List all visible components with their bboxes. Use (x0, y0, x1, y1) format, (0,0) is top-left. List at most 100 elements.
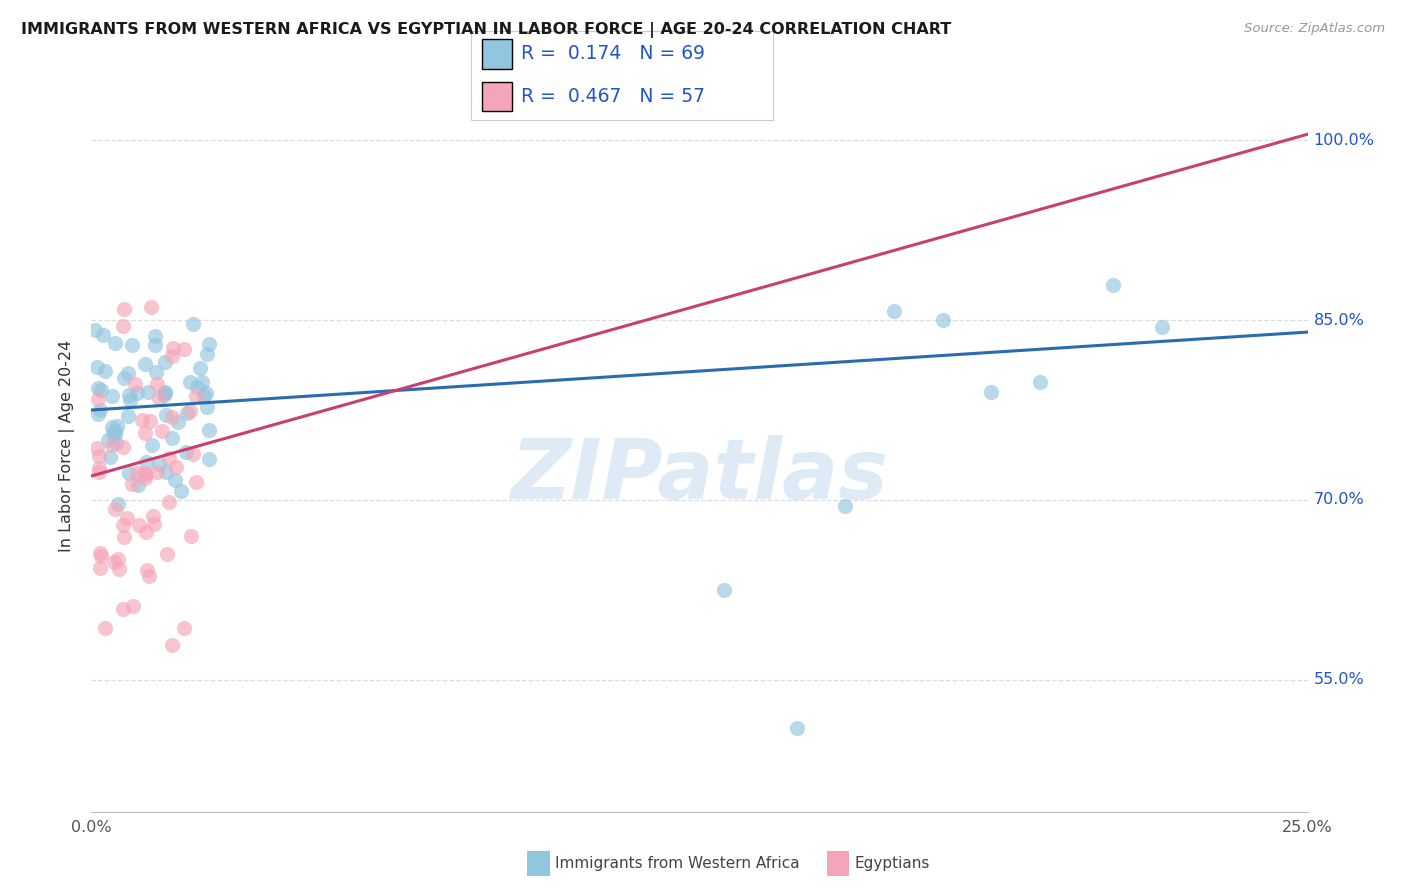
Point (194, 386, 217, 401)
Point (112, 517, 135, 532)
Point (87, 381, 110, 395)
Point (100, 389, 122, 403)
Point (87, 465, 110, 479)
Point (89, 561, 111, 575)
Point (96, 433, 118, 447)
Point (104, 501, 127, 516)
Point (86, 359, 108, 374)
Text: Source: ZipAtlas.com: Source: ZipAtlas.com (1244, 22, 1385, 36)
Point (883, 304, 905, 318)
Point (834, 499, 856, 513)
Text: ZIPatlas: ZIPatlas (510, 434, 889, 516)
Point (104, 425, 127, 439)
FancyBboxPatch shape (482, 82, 512, 112)
Point (124, 376, 146, 391)
Point (170, 484, 193, 499)
Point (121, 477, 143, 491)
Point (162, 431, 184, 445)
Point (100, 420, 122, 434)
Point (143, 338, 166, 352)
Point (195, 347, 218, 361)
Point (125, 466, 148, 480)
Point (160, 410, 183, 425)
Point (135, 455, 157, 469)
Point (153, 385, 176, 400)
Point (118, 388, 141, 402)
Point (931, 313, 953, 327)
Point (117, 409, 139, 423)
Point (84, 323, 107, 337)
Point (125, 386, 148, 401)
Point (193, 389, 215, 403)
Text: Egyptians: Egyptians (855, 856, 931, 871)
Point (89, 546, 111, 560)
Point (120, 393, 142, 408)
Point (112, 371, 135, 385)
Point (132, 466, 155, 480)
Point (112, 440, 135, 454)
Point (101, 438, 124, 452)
Point (103, 555, 125, 569)
Point (118, 466, 141, 480)
Point (198, 452, 221, 467)
Point (139, 414, 162, 428)
Point (121, 338, 143, 352)
Point (145, 365, 167, 379)
Point (141, 437, 163, 451)
Point (146, 377, 169, 392)
Point (93, 364, 115, 378)
Point (107, 497, 129, 511)
Point (190, 361, 212, 376)
Point (107, 552, 129, 566)
Point (89, 449, 111, 463)
Point (162, 639, 184, 653)
Point (153, 355, 176, 369)
Text: 70.0%: 70.0% (1313, 492, 1364, 508)
Point (186, 475, 208, 489)
Point (174, 445, 197, 459)
Point (90, 549, 112, 563)
Point (104, 335, 127, 350)
Point (131, 413, 153, 427)
Point (980, 384, 1002, 399)
Point (121, 599, 143, 613)
Text: R =  0.467   N = 57: R = 0.467 N = 57 (520, 87, 704, 106)
Point (142, 516, 165, 531)
Point (115, 511, 138, 525)
Point (135, 467, 157, 482)
Point (135, 524, 157, 539)
Point (148, 457, 170, 471)
Point (165, 473, 187, 487)
Point (153, 388, 176, 402)
Point (786, 721, 808, 735)
Point (86, 441, 108, 455)
Point (136, 385, 159, 400)
Point (176, 406, 198, 420)
Point (157, 451, 180, 466)
Point (183, 447, 205, 461)
Point (173, 343, 195, 357)
Point (157, 495, 180, 509)
Point (107, 562, 129, 576)
Point (87, 392, 110, 407)
Point (105, 436, 128, 450)
Point (198, 337, 221, 351)
Point (180, 529, 202, 543)
Point (127, 478, 149, 492)
Text: R =  0.174   N = 69: R = 0.174 N = 69 (520, 45, 704, 63)
Point (104, 426, 127, 441)
Point (1029, 375, 1052, 389)
Point (146, 465, 169, 479)
Text: IMMIGRANTS FROM WESTERN AFRICA VS EGYPTIAN IN LABOR FORCE | AGE 20-24 CORRELATIO: IMMIGRANTS FROM WESTERN AFRICA VS EGYPTI… (21, 22, 952, 38)
Point (105, 419, 128, 434)
Point (713, 582, 735, 597)
Point (152, 424, 174, 438)
Point (93, 327, 115, 342)
Text: 85.0%: 85.0% (1313, 312, 1365, 327)
Text: 55.0%: 55.0% (1313, 673, 1364, 688)
Point (148, 391, 170, 405)
Point (111, 319, 134, 334)
Point (103, 425, 125, 440)
Point (1150, 320, 1173, 334)
Point (134, 357, 156, 371)
